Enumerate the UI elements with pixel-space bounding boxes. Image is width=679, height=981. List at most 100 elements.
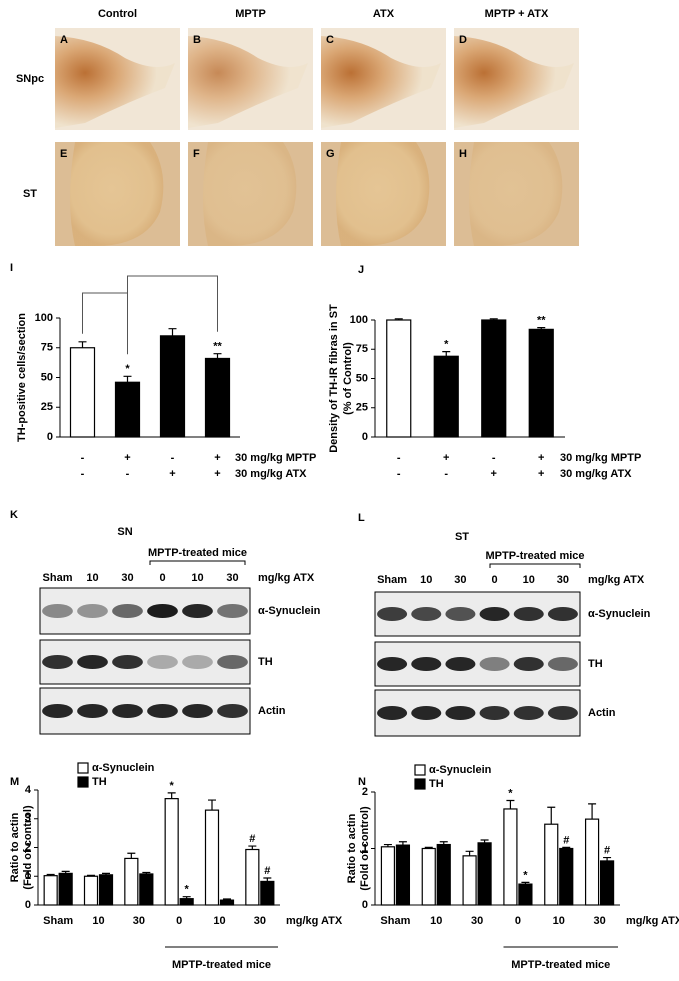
- lane-unit: mg/kg ATX: [258, 572, 315, 584]
- x-tick-label: 30: [471, 915, 483, 927]
- y-tick-label: 3: [25, 813, 31, 825]
- bar: [204, 357, 231, 438]
- blot-band: [547, 706, 578, 720]
- blot-band: [445, 607, 476, 621]
- x-tick-label: Sham: [380, 915, 410, 927]
- x-tick-label: 10: [92, 915, 104, 927]
- bar: [380, 846, 396, 906]
- micrograph-stain: [336, 142, 430, 246]
- protein-label: Actin: [258, 705, 286, 717]
- group-bracket: [489, 563, 581, 568]
- bar: [179, 898, 194, 906]
- bar: [219, 899, 235, 906]
- error-bar: [123, 375, 132, 383]
- treatment-label: 30 mg/kg MPTP: [560, 452, 641, 464]
- y-axis-label: (% of Control): [342, 342, 354, 415]
- group-label: MPTP-treated mice: [172, 959, 271, 971]
- x-tick-label: 30: [593, 915, 605, 927]
- significance-label: *: [523, 869, 528, 881]
- bar: [518, 883, 533, 906]
- y-tick-label: 0: [25, 899, 31, 911]
- bar: [98, 874, 114, 906]
- lane-unit: mg/kg ATX: [588, 574, 645, 586]
- lane-label: Sham: [377, 574, 407, 586]
- treatment-label: 30 mg/kg MPTP: [235, 452, 316, 464]
- treatment-sign: -: [171, 452, 175, 464]
- bar: [462, 855, 477, 906]
- blot-band: [479, 706, 510, 720]
- treatment-sign: +: [214, 452, 220, 464]
- error-bar: [442, 350, 451, 357]
- treatment-sign: +: [538, 452, 544, 464]
- micrograph-stain: [469, 142, 563, 246]
- y-tick-label: 1: [25, 870, 31, 882]
- blot-band: [112, 655, 143, 669]
- error-bar: [208, 799, 216, 811]
- bar: [69, 347, 96, 438]
- treatment-sign: +: [443, 452, 449, 464]
- panel-label: K: [10, 509, 18, 521]
- significance-label: *: [444, 338, 449, 350]
- significance-label: **: [537, 315, 546, 327]
- significance-label: *: [125, 363, 130, 375]
- blot-band: [377, 607, 408, 621]
- blot-band: [77, 704, 108, 718]
- bar: [481, 319, 507, 438]
- significance-label: #: [249, 833, 255, 845]
- bar: [386, 319, 412, 438]
- micrograph-stain: [55, 36, 175, 128]
- column-header: Control: [98, 8, 137, 20]
- treatment-sign: -: [397, 468, 401, 480]
- panel-label: N: [358, 776, 366, 788]
- blot-band: [445, 657, 476, 671]
- blot-band: [147, 704, 178, 718]
- x-tick-label: 0: [515, 915, 521, 927]
- row-label: ST: [23, 188, 37, 200]
- treatment-sign: -: [81, 452, 85, 464]
- y-tick-label: 75: [356, 343, 368, 355]
- bar: [559, 847, 574, 906]
- significance-label: #: [604, 844, 610, 856]
- y-tick-label: 2: [25, 841, 31, 853]
- bar: [245, 848, 260, 906]
- blot-title: SN: [117, 526, 132, 538]
- x-tick-label: 10: [430, 915, 442, 927]
- blot-membrane: [374, 641, 581, 687]
- group-label: MPTP-treated mice: [511, 959, 610, 971]
- treatment-sign: -: [81, 468, 85, 480]
- bar: [114, 381, 141, 438]
- bar: [599, 860, 615, 906]
- blot-band: [42, 655, 73, 669]
- blot-membrane: [39, 687, 251, 735]
- y-axis-label: (Fold of control): [359, 806, 371, 891]
- panel-label: I: [10, 262, 13, 274]
- significance-label: *: [170, 780, 175, 792]
- error-bar: [78, 341, 87, 348]
- treatment-sign: +: [169, 468, 175, 480]
- legend-swatch: [77, 762, 89, 774]
- y-axis-label: Ratio to actin: [9, 812, 21, 882]
- panel-label: J: [358, 264, 364, 276]
- panel-label: B: [193, 34, 201, 46]
- lane-label: 0: [492, 574, 498, 586]
- lane-label: Sham: [43, 572, 73, 584]
- treatment-sign: +: [214, 468, 220, 480]
- y-tick-label: 25: [41, 401, 53, 413]
- treatment-label: 30 mg/kg ATX: [235, 468, 307, 480]
- blot-band: [42, 604, 73, 618]
- blot-band: [411, 607, 442, 621]
- micrograph-stain: [188, 36, 308, 128]
- y-tick-label: 25: [356, 402, 368, 414]
- lane-label: 10: [191, 572, 203, 584]
- treatment-sign: -: [492, 452, 496, 464]
- panel-label: A: [60, 34, 68, 46]
- treatment-sign: +: [124, 452, 130, 464]
- bar: [503, 808, 518, 906]
- blot-band: [513, 657, 544, 671]
- y-tick-label: 75: [41, 342, 53, 354]
- protein-label: Actin: [588, 707, 616, 719]
- bar: [43, 875, 58, 906]
- blot-band: [513, 607, 544, 621]
- blot-band: [217, 604, 248, 618]
